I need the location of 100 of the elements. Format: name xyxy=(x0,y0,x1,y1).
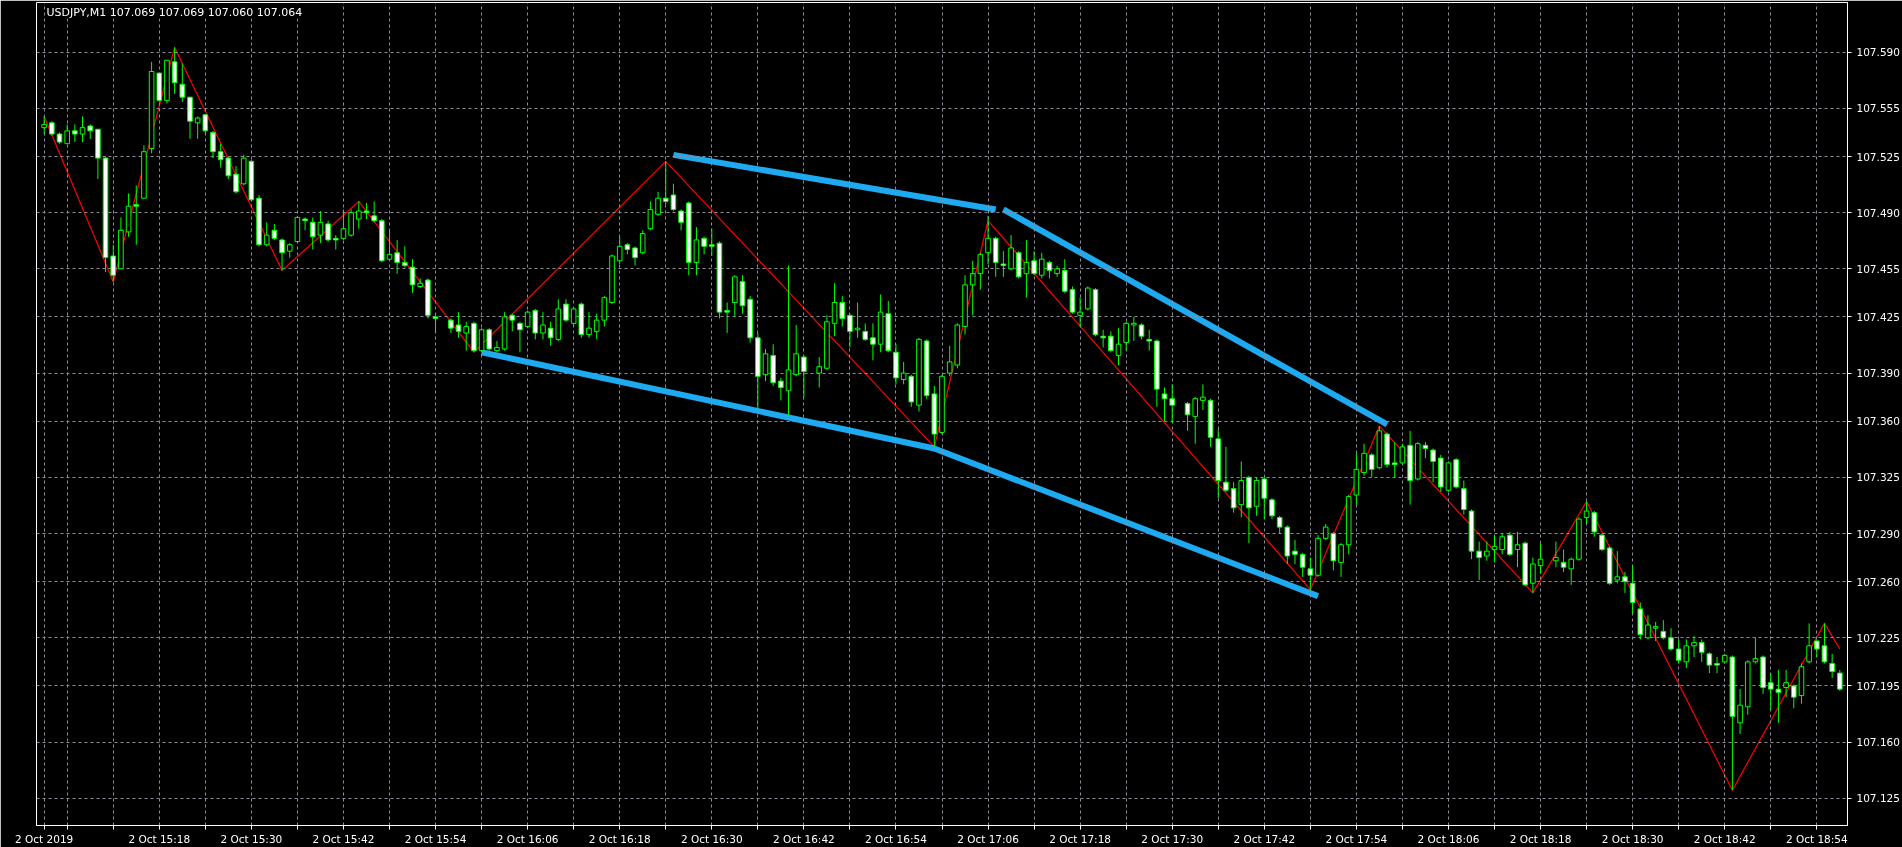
x-tick-label: 2 Oct 16:54 xyxy=(865,832,928,845)
candlestick xyxy=(1783,669,1789,698)
x-tick-label: 2 Oct 18:18 xyxy=(1509,832,1572,845)
candlestick xyxy=(1806,622,1812,664)
x-tick-label: 2 Oct 17:18 xyxy=(1049,832,1112,845)
y-tick-label: 107.525 xyxy=(1856,150,1900,163)
candlestick xyxy=(1652,621,1659,642)
x-tick-label: 2 Oct 18:06 xyxy=(1417,832,1480,845)
candlestick xyxy=(1737,688,1743,735)
candlestick xyxy=(402,245,408,268)
x-tick-label: 2 Oct 18:30 xyxy=(1601,832,1664,845)
candlestick xyxy=(1131,316,1137,342)
candlestick xyxy=(1391,441,1398,478)
candlestick xyxy=(1430,447,1436,483)
y-tick-label: 107.195 xyxy=(1856,679,1900,692)
candlestick xyxy=(1069,285,1076,315)
candlestick xyxy=(279,237,285,271)
y-tick-label: 107.160 xyxy=(1856,736,1900,749)
candlestick xyxy=(517,321,523,353)
x-tick-label: 2 Oct 2019 xyxy=(15,832,74,845)
candlestick xyxy=(1821,622,1828,664)
x-tick-label: 2 Oct 17:06 xyxy=(957,832,1020,845)
candlestick xyxy=(1775,669,1782,724)
candlestick xyxy=(171,46,178,95)
candlestick xyxy=(1338,542,1344,578)
candlestick xyxy=(724,302,730,334)
candlestick xyxy=(762,348,769,382)
y-tick-label: 107.425 xyxy=(1856,310,1900,323)
candlestick xyxy=(1837,669,1843,692)
candlestick xyxy=(655,191,661,217)
candlestick xyxy=(985,215,991,265)
candlestick xyxy=(1530,557,1536,594)
x-tick-label: 2 Oct 16:42 xyxy=(772,832,835,845)
candlestick xyxy=(64,123,70,145)
candlestick xyxy=(601,295,608,328)
y-tick-label: 107.260 xyxy=(1856,575,1900,588)
candlestick xyxy=(1054,265,1060,278)
candlestick xyxy=(409,258,416,294)
candlestick xyxy=(1553,541,1559,568)
candlestick xyxy=(355,200,362,230)
candlestick xyxy=(1645,614,1651,640)
x-tick-label: 2 Oct 17:42 xyxy=(1233,832,1296,845)
y-tick-label: 107.290 xyxy=(1856,527,1900,540)
candlestick xyxy=(1767,672,1774,711)
candlestick xyxy=(340,208,347,241)
candlestick xyxy=(1790,683,1797,709)
candlestick xyxy=(1499,533,1505,555)
candlestick xyxy=(1476,541,1482,581)
x-tick-label: 2 Oct 16:30 xyxy=(680,832,743,845)
candlestick xyxy=(1399,443,1406,466)
candlestick xyxy=(348,208,354,238)
candlestick xyxy=(801,354,807,398)
candlestick xyxy=(1031,250,1037,276)
x-tick-label: 2 Oct 16:18 xyxy=(588,832,651,845)
candlestick xyxy=(1292,539,1298,565)
candlestick xyxy=(1698,638,1705,663)
candlestick xyxy=(1269,497,1275,520)
x-tick-label: 2 Oct 17:30 xyxy=(1141,832,1204,845)
candlestick xyxy=(1008,234,1014,271)
candlestick xyxy=(1299,552,1306,578)
candlestick xyxy=(678,208,684,231)
x-tick-label: 2 Oct 15:54 xyxy=(404,832,467,845)
candlestick xyxy=(179,62,186,103)
candlestick xyxy=(563,298,569,323)
candlestick xyxy=(302,216,308,231)
candlestick xyxy=(1706,651,1713,674)
y-tick-label: 107.455 xyxy=(1856,262,1900,275)
candlestick xyxy=(1000,250,1007,278)
candlestick xyxy=(632,245,638,267)
candlestick xyxy=(847,313,853,348)
candlestick xyxy=(593,313,600,340)
candlestick xyxy=(1668,627,1674,652)
y-tick-label: 107.360 xyxy=(1856,415,1900,428)
line-series xyxy=(43,46,1841,791)
x-tick-label: 2 Oct 15:18 xyxy=(128,832,191,845)
candlestick xyxy=(79,115,86,143)
candlestick xyxy=(1085,285,1091,312)
candlestick xyxy=(708,228,715,257)
candlestick xyxy=(1752,637,1759,664)
candlestick xyxy=(1829,653,1835,679)
candlestick xyxy=(1146,329,1152,352)
candlestick xyxy=(72,123,78,143)
x-tick-label: 2 Oct 17:54 xyxy=(1325,832,1388,845)
candlestick xyxy=(793,324,799,377)
y-tick-label: 107.390 xyxy=(1856,367,1900,380)
y-tick-label: 107.125 xyxy=(1856,792,1900,805)
candlestick xyxy=(816,356,823,389)
candlestick xyxy=(210,130,216,159)
candlestick xyxy=(540,311,546,340)
x-tick-label: 2 Oct 16:06 xyxy=(496,832,559,845)
candlestick xyxy=(870,322,876,361)
candlestick xyxy=(586,311,592,339)
candlestick xyxy=(1361,443,1367,477)
candlestick xyxy=(133,184,140,246)
candlestick xyxy=(1514,531,1521,568)
candlestick xyxy=(1161,387,1168,422)
candlestick xyxy=(394,239,400,275)
candlestick xyxy=(1629,565,1636,615)
candlestick xyxy=(1169,383,1176,424)
candlestick xyxy=(1200,383,1206,411)
